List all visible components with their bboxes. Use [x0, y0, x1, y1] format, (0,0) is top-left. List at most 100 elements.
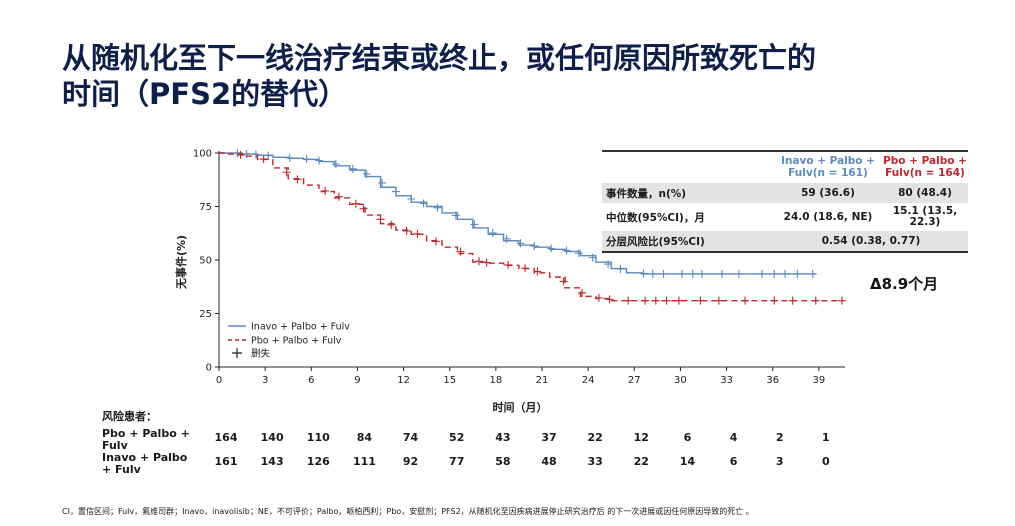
censor-mark-pbo [351, 199, 360, 208]
risk-value: 140 [260, 431, 284, 444]
stats-value-combined: 0.54 (0.38, 0.77) [821, 235, 921, 247]
censor-mark-pbo [577, 288, 586, 297]
stats-row-hazard-ratio: 分层风险比(95%CI) 0.54 (0.38, 0.77) [602, 230, 968, 251]
curve-pbo [219, 152, 842, 302]
censor-mark-inavo [516, 239, 525, 248]
censor-mark-pbo [624, 296, 633, 305]
censor-mark-inavo [793, 269, 802, 278]
risk-value: 143 [260, 455, 284, 468]
censor-mark-pbo [359, 204, 368, 213]
risk-value: 48 [541, 455, 557, 468]
censor-mark-inavo [331, 160, 340, 169]
censor-mark-inavo [433, 203, 442, 212]
censor-mark-inavo [362, 169, 371, 178]
censor-mark-pbo [482, 258, 491, 267]
censor-mark-pbo [431, 237, 440, 246]
censor-mark-inavo [314, 156, 323, 165]
censor-mark-pbo [521, 264, 530, 273]
censor-mark-pbo [837, 296, 846, 305]
censor-mark-pbo [236, 150, 245, 159]
stats-header: Inavo + Palbo + Fulv(n = 161) Pbo + Palb… [602, 152, 968, 182]
risk-value: 126 [306, 455, 330, 468]
x-tick-label: 9 [354, 375, 360, 386]
censor-mark-pbo [259, 155, 268, 164]
risk-value: 164 [214, 431, 238, 444]
x-tick-label: 39 [812, 375, 825, 386]
censor-mark-pbo [674, 296, 683, 305]
x-tick-label: 30 [674, 375, 687, 386]
stats-label: 中位数(95%CI)，月 [606, 211, 705, 224]
risk-value: 110 [306, 431, 330, 444]
censor-mark-inavo [781, 269, 790, 278]
censor-mark-inavo [734, 269, 743, 278]
censor-mark-inavo [488, 229, 497, 238]
censor-mark-pbo [811, 296, 820, 305]
stats-header-pbo: Pbo + Palbo + Fulv(n = 164) [883, 155, 967, 179]
risk-value: 22 [633, 455, 649, 468]
risk-value: 111 [352, 455, 376, 468]
page-title: 从随机化至下一线治疗结束或终止，或任何原因所致死亡的 时间（PFS2的替代） [62, 40, 992, 112]
risk-value: 4 [729, 431, 738, 444]
stats-table: Inavo + Palbo + Fulv(n = 161) Pbo + Palb… [602, 150, 968, 253]
legend-censor-icon [232, 348, 242, 358]
risk-value: 6 [683, 431, 692, 444]
censor-mark-inavo [697, 269, 706, 278]
stats-row-events: 事件数量，n(%) 59 (36.6) 80 (48.4) [602, 182, 968, 203]
censor-mark-pbo [321, 186, 330, 195]
risk-value: 1 [822, 431, 830, 444]
legend-label-pbo: Pbo + Palbo + Fulv [251, 336, 342, 347]
x-tick-label: 0 [216, 375, 222, 386]
legend-label-censored: 删失 [251, 348, 271, 360]
risk-value: 161 [214, 455, 238, 468]
censor-mark-inavo [264, 151, 273, 160]
censor-mark-inavo [378, 178, 387, 187]
censor-mark-pbo [662, 296, 671, 305]
censor-mark-pbo [605, 295, 614, 304]
censor-mark-inavo [757, 269, 766, 278]
censor-mark-pbo [334, 192, 343, 201]
stats-value-inavo: 59 (36.6) [801, 187, 855, 199]
risk-value: 33 [587, 455, 603, 468]
risk-value: 84 [356, 431, 373, 444]
risk-value: 43 [495, 431, 511, 444]
censor-mark-pbo [788, 296, 797, 305]
censor-mark-pbo [559, 277, 568, 286]
risk-value: 14 [679, 455, 696, 468]
censor-mark-pbo [741, 296, 750, 305]
censor-mark-inavo [285, 153, 294, 162]
stats-value-pbo: 80 (48.4) [898, 186, 952, 199]
censor-mark-inavo [648, 269, 657, 278]
risk-value: 58 [495, 455, 511, 468]
censor-mark-inavo [502, 234, 511, 243]
censor-mark-inavo [717, 269, 726, 278]
censor-mark-inavo [419, 199, 428, 208]
censor-mark-pbo [770, 296, 779, 305]
footnote: CI，置信区间；Fulv，氟维司群；Inavo，inavolisib；NE，不可… [62, 507, 754, 516]
title-line-1: 从随机化至下一线治疗结束或终止，或任何原因所致死亡的 [62, 41, 817, 75]
risk-value: 6 [729, 455, 738, 468]
censor-mark-inavo [547, 244, 556, 253]
censor-mark-inavo [470, 220, 479, 229]
censor-mark-inavo [588, 253, 597, 262]
stats-value-pbo: 15.1 (13.5, 22.3) [892, 205, 958, 228]
y-axis-label: 无事件(%) [174, 235, 188, 290]
censor-mark-inavo [530, 242, 539, 251]
y-tick-label: 0 [206, 363, 212, 374]
risk-value: 12 [633, 431, 649, 444]
censor-mark-inavo [574, 249, 583, 258]
censor-mark-inavo [407, 195, 416, 204]
censor-mark-inavo [348, 164, 357, 173]
censor-mark-pbo [641, 296, 650, 305]
censor-mark-pbo [293, 175, 302, 184]
censor-mark-inavo [808, 269, 817, 278]
censor-mark-pbo [533, 267, 542, 276]
risk-value: 22 [587, 431, 603, 444]
censor-mark-inavo [604, 260, 613, 269]
y-tick-label: 25 [199, 309, 212, 320]
x-tick-label: 12 [397, 375, 410, 386]
censor-mark-inavo [688, 269, 697, 278]
censor-mark-inavo [616, 264, 625, 273]
censor-mark-inavo [251, 150, 260, 159]
